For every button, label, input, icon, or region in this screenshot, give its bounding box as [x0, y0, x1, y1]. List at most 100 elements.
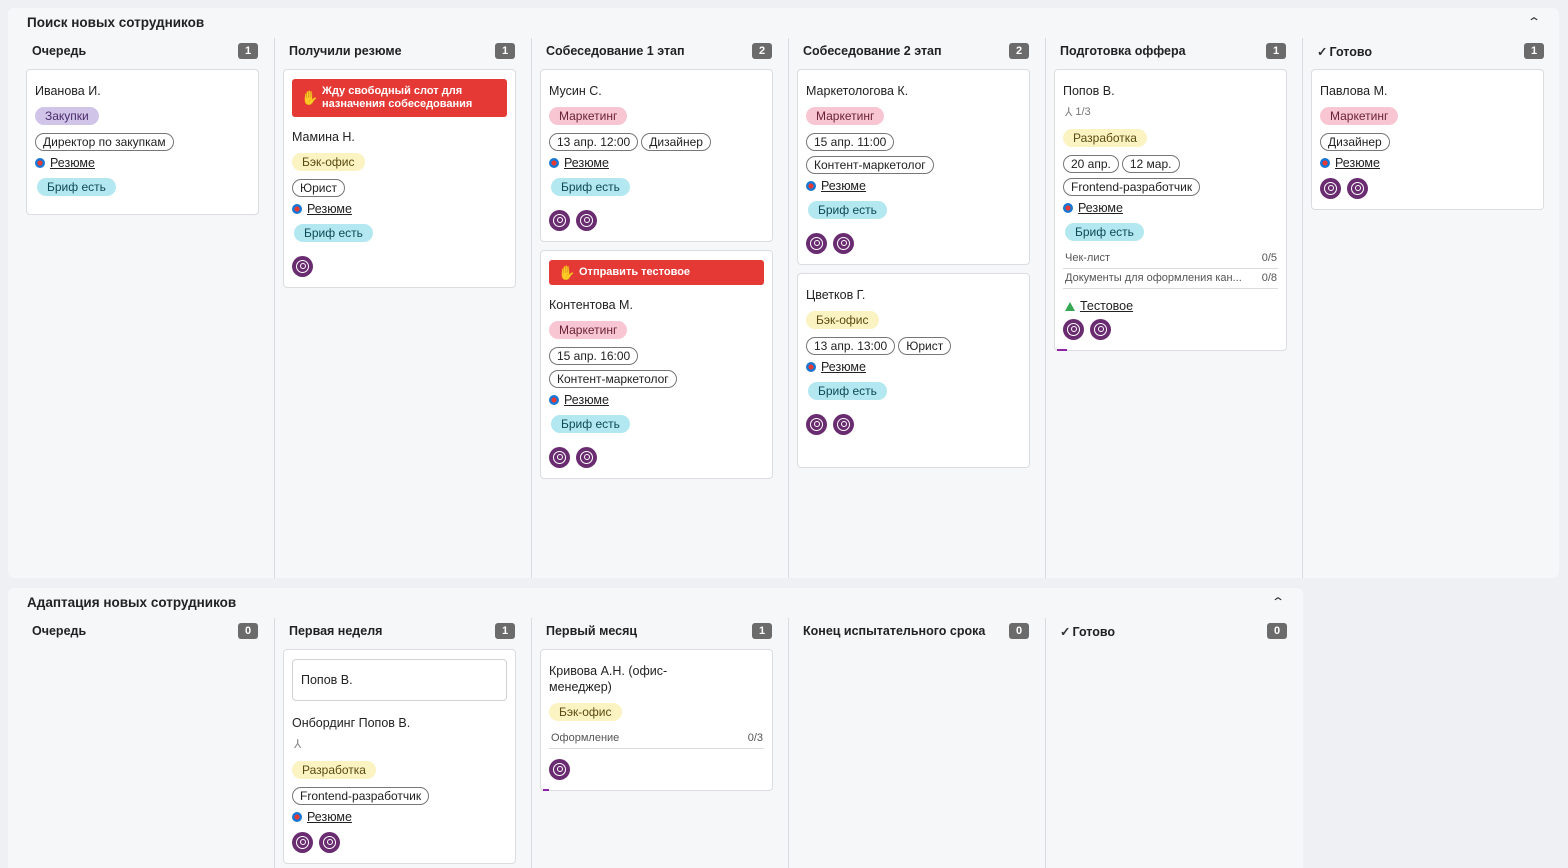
resume-link[interactable]: Резюме	[564, 156, 609, 170]
date-chip: 13 апр. 12:00	[549, 133, 639, 151]
checklist-row[interactable]: Документы для оформления кан... 0/8	[1063, 269, 1278, 289]
avatar[interactable]	[549, 759, 570, 780]
candidate-card[interactable]: Павлова М. Маркетинг Дизайнер Резюме	[1311, 69, 1544, 210]
candidate-name: Павлова М.	[1320, 84, 1388, 98]
subtasks-icon: ⅄	[294, 737, 302, 751]
column-first-month: Первый месяц 1 Кривова А.Н. (офис-менедже…	[532, 618, 789, 868]
resume-icon	[292, 812, 302, 822]
resume-link[interactable]: Резюме	[1078, 201, 1123, 215]
candidate-name: Иванова И.	[35, 84, 101, 98]
brief-tag: Бриф есть	[808, 382, 887, 400]
brief-tag: Бриф есть	[1065, 223, 1144, 241]
checklist-progress: 0/8	[1261, 272, 1277, 284]
alert-text: Жду свободный слот для назначения собесе…	[322, 85, 473, 110]
candidate-card[interactable]: ✋ Отправить тестовое Контентова М. Маркет…	[540, 250, 773, 479]
department-tag: Бэк-офис	[292, 153, 365, 171]
avatar[interactable]	[1090, 319, 1111, 340]
candidate-card[interactable]: Маркетологова К. Маркетинг 15 апр. 11:00…	[797, 69, 1030, 265]
onboarding-card[interactable]: Попов В. Онбординг Попов В. ⅄ Разработка…	[283, 649, 516, 864]
resume-link[interactable]: Резюме	[307, 202, 352, 216]
column-title: Подготовка оффера	[1060, 44, 1186, 58]
candidate-card[interactable]: Цветков Г. Бэк-офис 13 апр. 13:00 Юрист Р…	[797, 273, 1030, 468]
checklist-label: Чек-лист	[1065, 252, 1111, 264]
column-title: Собеседование 1 этап	[546, 44, 685, 58]
card-name: Онбординг Попов В.	[292, 716, 411, 730]
collapse-chevron-icon[interactable]: ⌃	[1526, 15, 1542, 29]
position-chip: Юрист	[898, 337, 952, 355]
avatar[interactable]	[1347, 178, 1368, 199]
candidate-card[interactable]: ✋ Жду свободный слот для назначения собес…	[283, 69, 516, 288]
resume-link[interactable]: Резюме	[564, 393, 609, 407]
progress-indicator	[543, 789, 549, 791]
position-chip: Дизайнер	[1320, 133, 1390, 151]
board-header: Адаптация новых сотрудников ⌃	[8, 588, 1303, 616]
avatar[interactable]	[833, 414, 854, 435]
checklist-label: Оформление	[551, 732, 620, 744]
onboarding-card[interactable]: Кривова А.Н. (офис-менеджер) Бэк-офис Оф…	[540, 649, 773, 791]
resume-icon	[35, 158, 45, 168]
check-icon: ✓	[1317, 44, 1328, 59]
column-got-resume: Получили резюме 1 ✋ Жду свободный слот для…	[275, 38, 532, 578]
avatar[interactable]	[576, 447, 597, 468]
checklist-label: Документы для оформления кан...	[1065, 272, 1242, 284]
avatar[interactable]	[806, 233, 827, 254]
candidate-name: Попов В.	[1063, 84, 1115, 98]
department-tag: Бэк-офис	[806, 311, 879, 329]
position-chip: Юрист	[292, 179, 345, 197]
alert-banner: ✋ Жду свободный слот для назначения собес…	[292, 79, 507, 117]
candidate-card[interactable]: Мусин С. Маркетинг 13 апр. 12:00 Дизайнер…	[540, 69, 773, 242]
avatar[interactable]	[576, 210, 597, 231]
date-chip: 12 мар.	[1121, 155, 1180, 173]
subtasks-icon: ⅄	[1065, 105, 1073, 119]
linked-card[interactable]: Попов В.	[292, 659, 507, 701]
candidate-card[interactable]: Иванова И. Закупки Директор по закупкам …	[26, 69, 259, 215]
column-count-badge: 0	[1009, 623, 1029, 639]
resume-link[interactable]: Резюме	[50, 156, 95, 170]
date-chip: 13 апр. 13:00	[806, 337, 896, 355]
column-queue: Очередь 1 Иванова И. Закупки Директор по …	[18, 38, 275, 578]
column-count-badge: 1	[238, 43, 258, 59]
column-count-badge: 1	[752, 623, 772, 639]
alert-text: Отправить тестовое	[579, 266, 691, 278]
resume-link[interactable]: Резюме	[821, 179, 866, 193]
avatar[interactable]	[1320, 178, 1341, 199]
avatar[interactable]	[292, 832, 313, 853]
column-title-text: Готово	[1072, 624, 1116, 639]
google-drive-icon	[1065, 301, 1075, 311]
avatar[interactable]	[292, 256, 313, 277]
department-tag: Маркетинг	[549, 321, 628, 339]
brief-tag: Бриф есть	[551, 415, 630, 433]
avatar[interactable]	[549, 210, 570, 231]
checklist-row[interactable]: Оформление 0/3	[549, 729, 764, 749]
resume-link[interactable]: Резюме	[307, 810, 352, 824]
candidate-name: Цветков Г.	[806, 288, 866, 302]
position-chip: Контент-маркетолог	[549, 370, 677, 388]
column-title: Очередь	[32, 624, 87, 638]
column-count-badge: 0	[1267, 623, 1287, 639]
column-done: ✓ Готово 0	[1046, 618, 1303, 868]
resume-icon	[292, 204, 302, 214]
resume-link[interactable]: Резюме	[1335, 156, 1380, 170]
column-title: Получили резюме	[289, 44, 402, 58]
department-tag: Маркетинг	[549, 107, 628, 125]
avatar[interactable]	[319, 832, 340, 853]
avatar[interactable]	[806, 414, 827, 435]
column-title-text: Готово	[1329, 44, 1373, 59]
avatar[interactable]	[1063, 319, 1084, 340]
column-title: Первая неделя	[289, 624, 383, 638]
avatar[interactable]	[833, 233, 854, 254]
department-tag: Маркетинг	[806, 107, 885, 125]
avatar[interactable]	[549, 447, 570, 468]
attachment-link[interactable]: Тестовое	[1080, 299, 1134, 313]
resume-link[interactable]: Резюме	[821, 360, 866, 374]
resume-icon	[806, 362, 816, 372]
column-first-week: Первая неделя 1 Попов В. Онбординг Попов …	[275, 618, 532, 868]
checklist-row[interactable]: Чек-лист 0/5	[1063, 249, 1278, 269]
candidate-name: Маркетологова К.	[806, 84, 909, 98]
column-title: Очередь	[32, 44, 87, 58]
checklist-progress: 0/5	[1261, 252, 1277, 264]
collapse-chevron-icon[interactable]: ⌃	[1270, 595, 1286, 609]
candidate-card[interactable]: Попов В. ⅄ 1/3 Разработка 20 апр. 12 мар. …	[1054, 69, 1287, 351]
card-name: Кривова А.Н. (офис-менеджер)	[549, 664, 668, 694]
brief-tag: Бриф есть	[294, 224, 373, 242]
